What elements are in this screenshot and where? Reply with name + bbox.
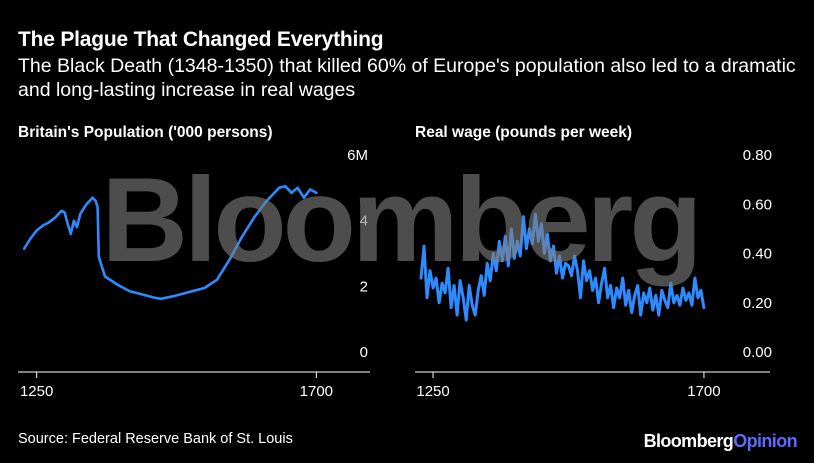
wage-x-tick-label: 1700: [687, 383, 720, 400]
page-title: The Plague That Changed Everything: [18, 28, 384, 51]
source-note: Source: Federal Reserve Bank of St. Loui…: [18, 431, 293, 447]
wage-x-tick-label: 1250: [416, 383, 449, 400]
wage-y-tick-label: 0.20: [743, 295, 772, 312]
pop-x-tick-label: 1250: [20, 383, 53, 400]
pop-series-line: [22, 184, 318, 301]
wage-series-line: [419, 212, 706, 322]
pop-x-tick-label: 1700: [300, 383, 333, 400]
pop-y-tick-label: 6M: [347, 147, 368, 164]
brand-main: Bloomberg: [643, 431, 734, 451]
population-chart-title: Britain's Population ('000 persons): [18, 124, 273, 141]
wage-y-tick-label: 0.60: [743, 196, 772, 213]
pop-y-tick-label: 2: [360, 278, 368, 295]
wage-y-tick-label: 0.80: [743, 147, 772, 164]
brand-accent: Opinion: [733, 431, 797, 451]
wage-y-tick-label: 0.00: [743, 344, 772, 361]
page-subtitle: The Black Death (1348-1350) that killed …: [18, 55, 796, 101]
pop-y-tick-label: 0: [360, 344, 368, 361]
wage-y-tick-label: 0.40: [743, 246, 772, 263]
bloomberg-opinion-logo: BloombergOpinion: [643, 431, 798, 452]
pop-y-tick-label: 4: [360, 213, 368, 230]
wage-chart-title: Real wage (pounds per week): [415, 124, 633, 141]
